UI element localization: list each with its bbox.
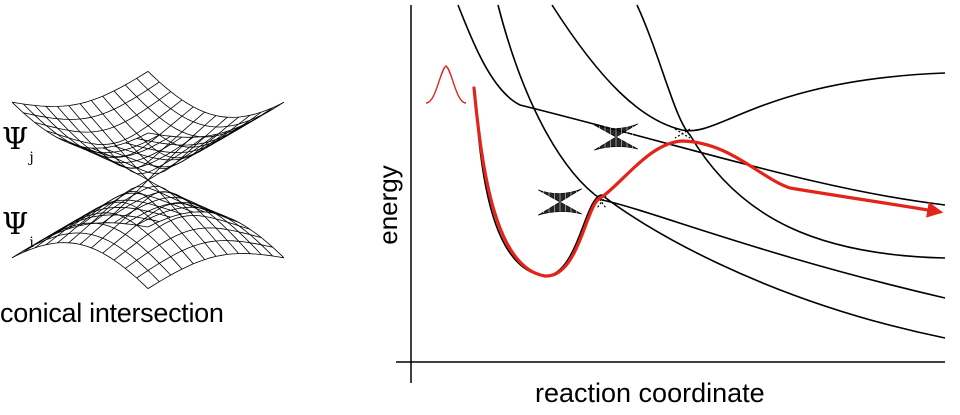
mesh-line xyxy=(23,103,160,154)
energy-curve-4 xyxy=(636,4,946,259)
upper-state-label: Ψj xyxy=(2,122,34,166)
mesh-line xyxy=(34,222,171,276)
mesh-line xyxy=(45,99,183,145)
mesh-line xyxy=(125,202,262,255)
lower-state-label: Ψi xyxy=(2,207,34,251)
energy-curve-3 xyxy=(551,4,946,132)
mesh-line xyxy=(45,199,183,246)
mesh-line xyxy=(23,214,160,253)
mesh-line xyxy=(125,111,262,154)
mesh-line xyxy=(113,215,251,261)
energy-curve-2 xyxy=(497,4,946,299)
mesh-line xyxy=(45,212,183,270)
energy-curve-5 xyxy=(457,4,946,206)
y-axis-label: energy xyxy=(373,165,403,245)
inset-caption: conical intersection xyxy=(0,298,224,328)
conical-intersection-mesh xyxy=(11,71,285,289)
wavepacket-icon xyxy=(425,65,467,104)
crossing-marker-1 xyxy=(596,195,607,209)
upper-state-subscript: j xyxy=(29,150,34,166)
conical-intersection-icon xyxy=(537,188,583,216)
mesh-line xyxy=(11,101,149,149)
mesh-line xyxy=(136,240,273,279)
mesh-line xyxy=(11,71,149,107)
mesh-line xyxy=(147,253,285,289)
lower-state-symbol: Ψ xyxy=(2,207,29,242)
mesh-line xyxy=(68,105,205,175)
mesh-line xyxy=(11,242,149,289)
crossing-marker-2 xyxy=(674,128,691,139)
mesh-line xyxy=(91,185,228,255)
reaction-path xyxy=(472,86,944,278)
mesh-line xyxy=(34,206,171,249)
lower-state-subscript: i xyxy=(29,235,34,251)
mesh-line xyxy=(147,101,285,138)
mesh-line xyxy=(45,106,183,164)
conical-intersection-icon xyxy=(593,123,639,151)
mesh-line xyxy=(113,196,251,254)
mesh-line xyxy=(113,90,251,148)
mesh-line xyxy=(34,105,171,158)
mesh-line xyxy=(113,114,251,161)
mesh-line xyxy=(136,107,273,146)
upper-state-symbol: Ψ xyxy=(2,122,29,157)
x-axis-label: reaction coordinate xyxy=(535,378,765,408)
mesh-line xyxy=(136,206,273,257)
energy-curve-1 xyxy=(474,89,946,339)
mesh-line xyxy=(23,232,160,282)
mesh-line xyxy=(136,78,273,128)
mesh-line xyxy=(125,84,262,138)
